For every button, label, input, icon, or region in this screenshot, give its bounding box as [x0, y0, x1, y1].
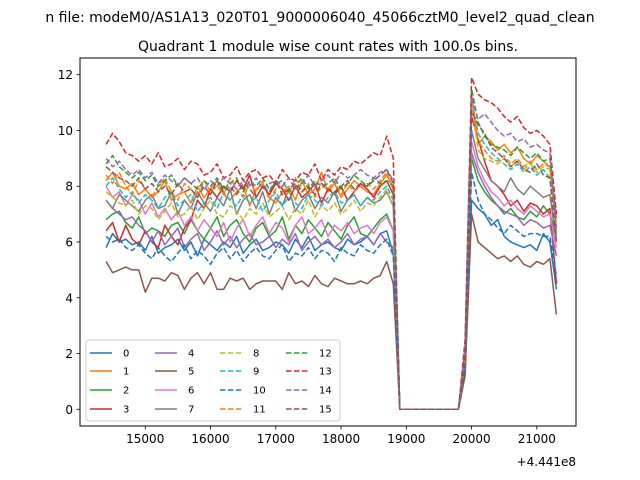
x-tick-label: 16000 [191, 432, 229, 446]
y-tick-label: 6 [65, 236, 73, 250]
series-line-4 [105, 152, 558, 411]
series-line-14 [105, 96, 558, 411]
x-axis: 15000 16000 17000 18000 19000 20000 21000 [126, 426, 556, 446]
legend-label-1: 1 [123, 367, 129, 378]
legend-label-4: 4 [188, 349, 194, 360]
series-line-8 [105, 101, 558, 411]
legend-label-5: 5 [188, 367, 194, 378]
legend-label-13: 13 [319, 367, 332, 378]
legend-label-8: 8 [253, 349, 259, 360]
chart-title: Quadrant 1 module wise count rates with … [138, 39, 518, 55]
x-tick-label: 21000 [518, 432, 556, 446]
series-line-7 [105, 129, 558, 411]
y-tick-label: 12 [58, 68, 73, 82]
x-tick-label: 17000 [257, 432, 295, 446]
series-line-6 [105, 140, 558, 411]
y-tick-label: 0 [65, 403, 73, 417]
legend-label-6: 6 [188, 386, 194, 397]
y-tick-label: 10 [58, 124, 73, 138]
x-tick-label: 15000 [126, 432, 164, 446]
legend-label-0: 0 [123, 349, 129, 360]
figure-suptitle: n file: modeM0/AS1A13_020T01_9000006040_… [45, 10, 594, 26]
y-tick-label: 2 [65, 347, 73, 361]
legend-label-3: 3 [123, 405, 129, 416]
legend-label-15: 15 [319, 405, 332, 416]
legend-label-12: 12 [319, 349, 332, 360]
legend-label-10: 10 [253, 386, 266, 397]
series-line-15 [105, 110, 558, 411]
plot-lines [105, 76, 558, 411]
x-offset-label: +4.441e8 [517, 455, 576, 469]
legend-label-2: 2 [123, 386, 129, 397]
y-axis: 0 2 4 6 8 10 12 [58, 68, 80, 417]
series-line-13 [105, 76, 558, 411]
legend-label-7: 7 [188, 405, 194, 416]
x-tick-label: 19000 [387, 432, 425, 446]
series-line-5 [105, 213, 558, 411]
legend-label-14: 14 [319, 386, 332, 397]
series-line-0 [105, 199, 558, 411]
series-line-11 [105, 96, 558, 411]
legend-label-9: 9 [253, 367, 259, 378]
legend-label-11: 11 [253, 405, 266, 416]
y-tick-label: 8 [65, 180, 73, 194]
series-line-10 [105, 171, 558, 411]
series-line-2 [105, 157, 558, 411]
x-tick-label: 20000 [452, 432, 490, 446]
y-tick-label: 4 [65, 291, 73, 305]
series-line-9 [105, 99, 558, 411]
legend-frame [85, 339, 341, 422]
x-tick-label: 18000 [322, 432, 360, 446]
